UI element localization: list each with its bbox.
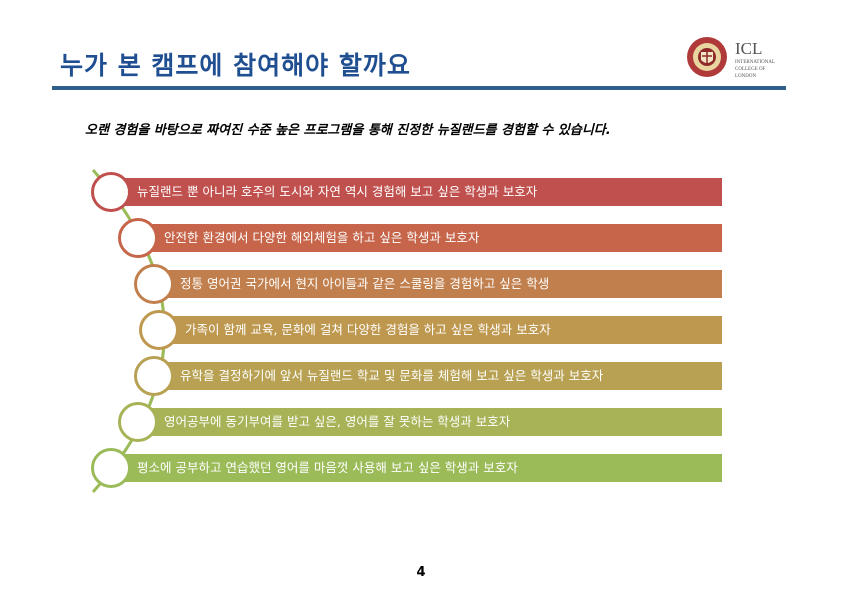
audience-item-label: 가족이 함께 교육, 문화에 걸쳐 다양한 경험을 하고 싶은 학생과 보호자	[185, 322, 551, 337]
bullet-circle-icon	[134, 264, 174, 304]
audience-item: 안전한 환경에서 다양한 해외체험을 하고 싶은 학생과 보호자	[140, 224, 722, 252]
bullet-circle-icon	[118, 402, 158, 442]
audience-item-label: 뉴질랜드 뿐 아니라 호주의 도시와 자연 역시 경험해 보고 싶은 학생과 보…	[137, 184, 538, 199]
title-divider	[52, 86, 786, 90]
subtitle: 오랜 경험을 바탕으로 짜여진 수준 높은 프로그램을 통해 진정한 뉴질랜드를…	[85, 123, 611, 138]
bullet-circle-icon	[91, 448, 131, 488]
logo-line-1: INTERNATIONAL	[735, 60, 775, 65]
crest-icon	[687, 37, 727, 77]
audience-item: 정통 영어권 국가에서 현지 아이들과 같은 스쿨링을 경험하고 싶은 학생	[157, 270, 722, 298]
logo-main: ICL	[735, 39, 762, 58]
logo-line-3: LONDON	[735, 74, 756, 79]
audience-item: 뉴질랜드 뿐 아니라 호주의 도시와 자연 역시 경험해 보고 싶은 학생과 보…	[111, 178, 722, 206]
page-number: 4	[416, 565, 426, 580]
logo-line-2: COLLEGE OF	[735, 67, 766, 72]
audience-item-label: 영어공부에 동기부여를 받고 싶은, 영어를 잘 못하는 학생과 보호자	[164, 414, 511, 429]
audience-item-label: 안전한 환경에서 다양한 해외체험을 하고 싶은 학생과 보호자	[164, 230, 480, 245]
bullet-circle-icon	[139, 310, 179, 350]
audience-item: 영어공부에 동기부여를 받고 싶은, 영어를 잘 못하는 학생과 보호자	[140, 408, 722, 436]
audience-item-label: 정통 영어권 국가에서 현지 아이들과 같은 스쿨링을 경험하고 싶은 학생	[180, 276, 550, 291]
audience-item-label: 유학을 결정하기에 앞서 뉴질랜드 학교 및 문화를 체험해 보고 싶은 학생과…	[180, 368, 604, 383]
page-title: 누가 본 캠프에 참여해야 할까요	[60, 51, 411, 80]
audience-item: 평소에 공부하고 연습했던 영어를 마음껏 사용해 보고 싶은 학생과 보호자	[111, 454, 722, 482]
audience-item: 가족이 함께 교육, 문화에 걸쳐 다양한 경험을 하고 싶은 학생과 보호자	[162, 316, 722, 344]
bullet-circle-icon	[118, 218, 158, 258]
bullet-circle-icon	[134, 356, 174, 396]
icl-logo: ICL INTERNATIONAL COLLEGE OF LONDON	[687, 37, 775, 79]
audience-item: 유학을 결정하기에 앞서 뉴질랜드 학교 및 문화를 체험해 보고 싶은 학생과…	[157, 362, 722, 390]
bullet-circle-icon	[91, 172, 131, 212]
audience-item-label: 평소에 공부하고 연습했던 영어를 마음껏 사용해 보고 싶은 학생과 보호자	[137, 460, 518, 475]
